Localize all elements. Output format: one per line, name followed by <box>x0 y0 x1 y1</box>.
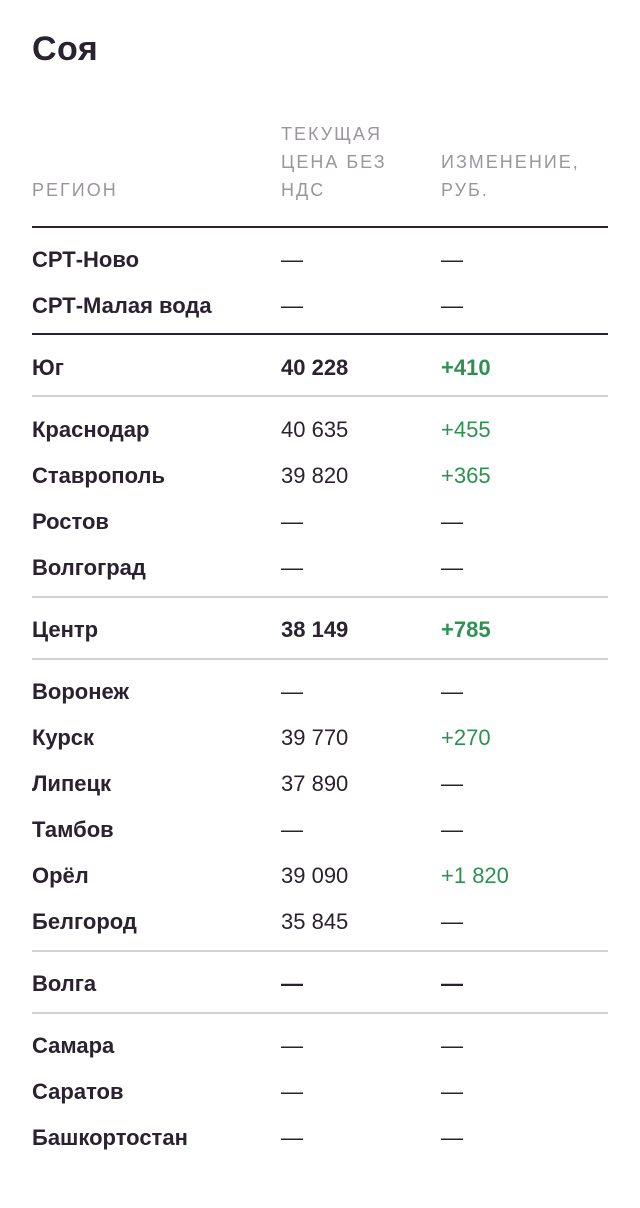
table-row-summary: Волга — — <box>32 968 608 1000</box>
change-value: +270 <box>441 725 491 750</box>
region-name: Юг <box>32 355 64 380</box>
price-value: — <box>281 293 303 318</box>
price-value: 38 149 <box>281 617 349 642</box>
row-divider <box>32 596 608 598</box>
table-row: Краснодар 40 635 +455 <box>32 414 608 446</box>
region-name: Липецк <box>32 771 112 796</box>
column-header-change: ИЗМЕНЕНИЕ, РУБ. <box>441 152 580 200</box>
change-value: — <box>441 247 463 272</box>
row-divider <box>32 395 608 397</box>
region-name: Курск <box>32 725 95 750</box>
region-name: Белгород <box>32 909 137 934</box>
group-divider <box>32 333 608 335</box>
change-value: +410 <box>441 355 491 380</box>
table-row: Курск 39 770 +270 <box>32 722 608 754</box>
region-name: Воронеж <box>32 679 130 704</box>
table-row: Ставрополь 39 820 +365 <box>32 460 608 492</box>
row-divider <box>32 1012 608 1014</box>
change-value: — <box>441 509 463 534</box>
region-name: СРТ-Ново <box>32 247 140 272</box>
price-value: 37 890 <box>281 771 349 796</box>
table-row: Саратов — — <box>32 1076 608 1108</box>
table-row-summary: Юг 40 228 +410 <box>32 352 608 384</box>
region-name: СРТ-Малая вода <box>32 293 212 318</box>
change-value: — <box>441 293 463 318</box>
table-row: Ростов — — <box>32 506 608 538</box>
change-value: — <box>441 1033 463 1058</box>
price-value: — <box>281 679 303 704</box>
change-value: +365 <box>441 463 491 488</box>
row-divider <box>32 658 608 660</box>
change-value: — <box>441 771 463 796</box>
page-title: Соя <box>32 30 99 68</box>
price-value: — <box>281 1079 303 1104</box>
table-row: Волгоград — — <box>32 552 608 584</box>
price-value: — <box>281 1125 303 1150</box>
price-value: 39 820 <box>281 463 349 488</box>
region-name: Ставрополь <box>32 463 165 488</box>
table-row: Тамбов — — <box>32 814 608 846</box>
price-value: 35 845 <box>281 909 349 934</box>
change-value: — <box>441 679 463 704</box>
column-header-region: РЕГИОН <box>32 180 118 200</box>
region-name: Центр <box>32 617 99 642</box>
change-value: — <box>441 1125 463 1150</box>
table-row: Башкортостан — — <box>32 1122 608 1154</box>
change-value: — <box>441 1079 463 1104</box>
change-value: — <box>441 909 463 934</box>
region-name: Краснодар <box>32 417 150 442</box>
region-name: Орёл <box>32 863 89 888</box>
price-value: — <box>281 817 303 842</box>
price-value: — <box>281 247 303 272</box>
region-name: Волга <box>32 971 97 996</box>
change-value: — <box>441 555 463 580</box>
header-divider <box>32 226 608 228</box>
price-value: 39 770 <box>281 725 349 750</box>
row-divider <box>32 950 608 952</box>
table-row: Самара — — <box>32 1030 608 1062</box>
price-value: — <box>281 1033 303 1058</box>
table-row-summary: Центр 38 149 +785 <box>32 614 608 646</box>
region-name: Самара <box>32 1033 115 1058</box>
price-value: — <box>281 509 303 534</box>
change-value: +455 <box>441 417 491 442</box>
table-row: Орёл 39 090 +1 820 <box>32 860 608 892</box>
price-value: — <box>281 971 303 996</box>
change-value: +1 820 <box>441 863 509 888</box>
region-name: Башкортостан <box>32 1125 188 1150</box>
table-row: СРТ-Ново — — <box>32 244 608 276</box>
price-value: 40 228 <box>281 355 349 380</box>
region-name: Саратов <box>32 1079 124 1104</box>
column-header-price: ТЕКУЩАЯ ЦЕНА БЕЗ НДС <box>281 124 387 200</box>
region-name: Волгоград <box>32 555 146 580</box>
change-value: — <box>441 971 463 996</box>
region-name: Ростов <box>32 509 109 534</box>
table-row: Липецк 37 890 — <box>32 768 608 800</box>
price-value: 39 090 <box>281 863 349 888</box>
table-row: СРТ-Малая вода — — <box>32 290 608 322</box>
region-name: Тамбов <box>32 817 114 842</box>
change-value: — <box>441 817 463 842</box>
table-row: Воронеж — — <box>32 676 608 708</box>
price-value: — <box>281 555 303 580</box>
table-row: Белгород 35 845 — <box>32 906 608 938</box>
price-value: 40 635 <box>281 417 349 442</box>
change-value: +785 <box>441 617 491 642</box>
